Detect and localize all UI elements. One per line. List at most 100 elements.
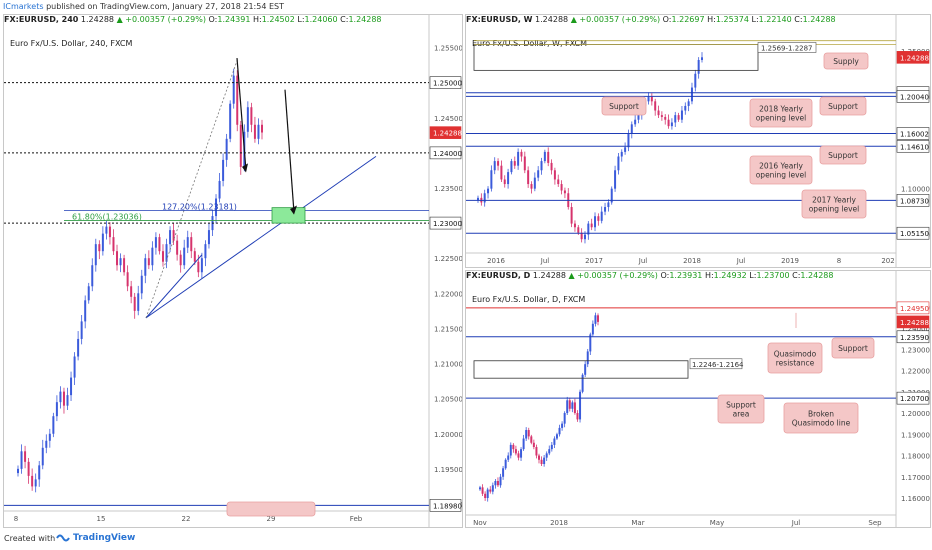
chart-panel-weekly[interactable]: FX:EURUSD, W 1.24288 ▲ +0.00357 (+0.29%)…: [465, 14, 931, 268]
x-tick-label: Mar: [631, 519, 644, 527]
fib-dotted-line: [145, 57, 239, 319]
callout-support-text: Support: [838, 344, 868, 353]
candle-body: [558, 427, 561, 435]
candle-body: [98, 244, 101, 252]
candle-body: [225, 138, 228, 160]
close-value: 1.24288: [802, 15, 836, 24]
price-axis-tag-text: 1.24000: [433, 150, 462, 158]
candle-body: [568, 400, 571, 409]
candle-body: [84, 300, 87, 322]
candle-body: [600, 211, 603, 221]
candle-body: [94, 244, 97, 266]
x-tick-label: Jul: [540, 257, 550, 265]
candle-body: [507, 455, 510, 460]
candle-body: [577, 227, 580, 233]
candle-body: [41, 447, 44, 466]
candle-body: [690, 87, 693, 102]
candle-body: [513, 161, 516, 166]
candle-body: [140, 275, 143, 294]
price-axis-tag: [429, 76, 462, 89]
candle-body: [496, 481, 499, 486]
candle-body: [530, 184, 533, 189]
chart-header-h4: FX:EURUSD, 240 1.24288 ▲ +0.00357 (+0.29…: [4, 15, 382, 24]
candle-body: [563, 190, 566, 194]
callout-support-area: [717, 394, 765, 424]
change-value: ▲ +0.00357 (+0.29%): [570, 15, 661, 24]
candle-body: [670, 122, 673, 127]
candle-body: [479, 487, 481, 490]
candle-body: [105, 226, 108, 234]
candle-body: [607, 202, 610, 208]
chart-svg-weekly: 1.250001.200001.150001.100001.050002016J…: [466, 15, 930, 267]
chart-panel-daily[interactable]: FX:EURUSD, D 1.24288 ▲ +0.00357 (+0.29%)…: [465, 270, 931, 528]
candle-body: [581, 374, 584, 392]
candle-body: [566, 400, 569, 414]
price-axis-tag: [896, 127, 930, 140]
x-tick-label: 2016: [487, 257, 505, 265]
candle-body: [573, 402, 576, 414]
candle-body: [510, 161, 513, 173]
candle-body: [112, 237, 115, 252]
candle-body: [627, 133, 630, 148]
candle-body: [537, 170, 540, 178]
x-tick-label: 8: [14, 515, 18, 523]
y-tick-label: 1.22500: [434, 255, 462, 263]
callout-quasimodo: [767, 342, 823, 374]
candle-body: [667, 119, 670, 127]
candle-body: [548, 449, 551, 454]
arrow-head: [290, 205, 297, 215]
buy-zone: [271, 207, 306, 224]
candle-body: [579, 391, 582, 420]
candle-body: [236, 75, 239, 125]
price-axis-tag: [896, 330, 930, 344]
price-axis-tag-text: 1.24950: [900, 305, 929, 313]
candle-body: [637, 115, 640, 120]
publish-info: published on TradingView.com, January 27…: [46, 2, 284, 11]
publisher-name[interactable]: ICmarkets: [3, 2, 44, 11]
candle-body: [590, 223, 593, 228]
y-tick-label: 1.20000: [434, 431, 462, 439]
candle-body: [31, 475, 34, 487]
callout-support-text: Support: [828, 102, 858, 111]
support-area-range-text: 1.2246-1.2164: [692, 361, 744, 369]
footer: Created with TradingView: [0, 530, 932, 550]
candle-body: [507, 172, 510, 185]
symbol-label: FX:EURUSD, 240: [4, 15, 79, 24]
candle-body: [630, 124, 633, 134]
candle-body: [657, 110, 660, 116]
candle-body: [594, 315, 597, 324]
candle-body: [126, 272, 129, 287]
candle-body: [190, 237, 193, 252]
candle-body: [207, 230, 210, 245]
callout-support-area-text: area: [733, 410, 750, 419]
candle-body: [108, 226, 111, 238]
callout-2017: [801, 189, 867, 219]
candle-body: [624, 147, 627, 152]
candle-body: [257, 124, 260, 139]
candle-body: [486, 489, 489, 499]
tradingview-brand[interactable]: TradingView: [73, 533, 136, 543]
candle-body: [183, 247, 186, 266]
trendline: [145, 155, 377, 319]
candle-body: [62, 391, 65, 406]
candle-body: [525, 430, 528, 439]
chart-panel-h4[interactable]: FX:EURUSD, 240 1.24288 ▲ +0.00357 (+0.29…: [3, 14, 463, 528]
x-tick-label: Feb: [350, 515, 363, 523]
candle-body: [193, 251, 196, 262]
y-tick-label: 1.18000: [901, 453, 930, 461]
candle-body: [246, 107, 249, 132]
candle-body: [229, 103, 232, 139]
y-tick-label: 1.20500: [434, 396, 462, 404]
x-tick-label: Sep: [868, 519, 882, 527]
tradingview-logo-icon: [56, 533, 70, 543]
candle-body: [34, 479, 37, 487]
candle-body: [59, 391, 62, 403]
x-tick-label: 2018: [550, 519, 568, 527]
price-axis-tag: [896, 315, 930, 329]
candle-body: [614, 170, 617, 189]
candle-body: [620, 151, 623, 157]
candle-body: [502, 468, 505, 477]
price-axis-tag-text: 1.08730: [900, 197, 929, 205]
price-axis-tag-text: 1.14610: [900, 143, 929, 151]
arrow-line: [284, 89, 295, 213]
